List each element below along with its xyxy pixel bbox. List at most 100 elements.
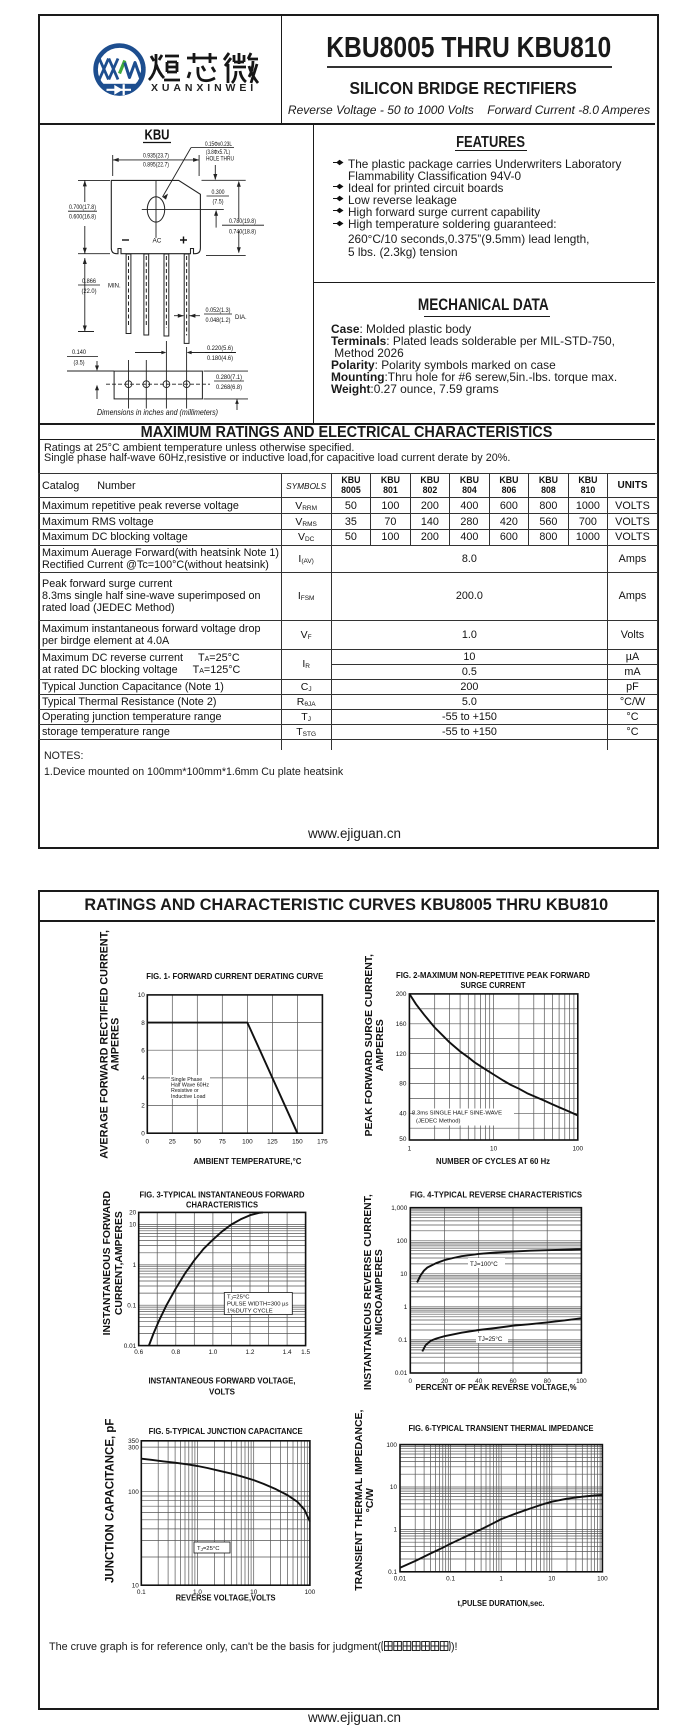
svg-text:0.268(6.8): 0.268(6.8): [216, 384, 242, 391]
svg-text:TJ=25°C: TJ=25°C: [478, 1336, 503, 1343]
svg-text:0.6: 0.6: [134, 1349, 143, 1356]
svg-text:FIG. 3-TYPICAL INSTANTANEOUS F: FIG. 3-TYPICAL INSTANTANEOUS FORWARD: [140, 1190, 305, 1200]
svg-text:0.700(17.8): 0.700(17.8): [69, 204, 96, 211]
svg-text:50: 50: [194, 1139, 202, 1146]
svg-text:0.600(16.8): 0.600(16.8): [69, 214, 96, 221]
svg-text:(7.5): (7.5): [213, 199, 224, 206]
svg-text:1%DUTY CYCLE: 1%DUTY CYCLE: [227, 1309, 273, 1315]
svg-text:0.300: 0.300: [212, 189, 225, 196]
svg-text:1: 1: [404, 1304, 408, 1311]
svg-text:40: 40: [475, 1378, 483, 1385]
svg-text:25: 25: [169, 1139, 177, 1146]
svg-text:0.935(23.7): 0.935(23.7): [143, 153, 169, 160]
svg-text:0.180(4.6): 0.180(4.6): [207, 355, 233, 362]
svg-text:10: 10: [390, 1484, 398, 1491]
svg-text:PULSE WIDTH=300 µs: PULSE WIDTH=300 µs: [227, 1302, 289, 1308]
svg-text:100: 100: [576, 1378, 587, 1385]
svg-text:FIG. 5-TYPICAL JUNCTION CAPACI: FIG. 5-TYPICAL JUNCTION CAPACITANCE: [149, 1426, 303, 1436]
svg-text:0.01: 0.01: [124, 1343, 137, 1350]
svg-text:0: 0: [146, 1139, 150, 1146]
svg-text:6: 6: [141, 1047, 145, 1054]
svg-text:INSTANTANEOUS FORWARD VOLTAGE,: INSTANTANEOUS FORWARD VOLTAGE,: [149, 1376, 296, 1386]
svg-text:4: 4: [141, 1075, 145, 1082]
svg-text:125: 125: [267, 1139, 278, 1146]
svg-text:120: 120: [396, 1051, 407, 1058]
svg-text:100: 100: [597, 1576, 608, 1583]
svg-text:0.1: 0.1: [446, 1576, 455, 1583]
svg-text:NUMBER OF CYCLES AT 60 Hz: NUMBER OF CYCLES AT 60 Hz: [436, 1156, 550, 1166]
svg-text:t,PULSE DURATION,sec.: t,PULSE DURATION,sec.: [458, 1598, 545, 1608]
svg-text:50: 50: [399, 1136, 407, 1143]
svg-text:1: 1: [408, 1146, 412, 1153]
svg-text:10: 10: [548, 1576, 556, 1583]
svg-text:TJ=25°C: TJ=25°C: [227, 1295, 250, 1301]
svg-text:Inductive Load: Inductive Load: [171, 1094, 206, 1100]
svg-text:0.1: 0.1: [388, 1569, 397, 1576]
svg-text:(3.8Φx5.7L): (3.8Φx5.7L): [206, 149, 230, 156]
svg-text:100: 100: [128, 1489, 139, 1496]
svg-text:100: 100: [572, 1146, 583, 1153]
svg-text:AMBIENT TEMPERATURE,°C: AMBIENT TEMPERATURE,°C: [193, 1156, 301, 1166]
svg-text:1: 1: [133, 1262, 137, 1269]
svg-text:Single Phase: Single Phase: [171, 1077, 202, 1083]
svg-text:Resistive or: Resistive or: [171, 1088, 199, 1094]
svg-text:10: 10: [250, 1589, 258, 1596]
svg-text:350: 350: [128, 1438, 139, 1445]
svg-text:(22.0): (22.0): [82, 288, 97, 295]
svg-text:100: 100: [386, 1442, 397, 1449]
svg-text:75: 75: [219, 1139, 227, 1146]
svg-text:AC: AC: [153, 238, 162, 245]
svg-text:100: 100: [305, 1589, 316, 1596]
svg-text:100: 100: [397, 1238, 408, 1245]
svg-text:40: 40: [399, 1111, 407, 1118]
svg-text:10: 10: [132, 1582, 140, 1589]
svg-text:0.1: 0.1: [398, 1337, 407, 1344]
svg-text:Dimensions in inches and (mill: Dimensions in inches and (millimeters): [97, 407, 218, 417]
svg-text:0.780(19.8): 0.780(19.8): [229, 218, 256, 225]
svg-text:(3.5): (3.5): [74, 360, 85, 367]
svg-text:0.052(1.3): 0.052(1.3): [206, 307, 231, 314]
svg-text:8.3ms SINGLE HALF SINE-WAVE: 8.3ms SINGLE HALF SINE-WAVE: [412, 1111, 502, 1117]
svg-text:FIG. 6-TYPICAL TRANSIENT THERM: FIG. 6-TYPICAL TRANSIENT THERMAL IMPEDAN…: [409, 1423, 594, 1433]
svg-text:160: 160: [396, 1021, 407, 1028]
svg-text:1.2: 1.2: [246, 1349, 255, 1356]
svg-text:HOLE THRU: HOLE THRU: [206, 155, 234, 162]
svg-text:FIG. 4-TYPICAL REVERSE CHARACT: FIG. 4-TYPICAL REVERSE CHARACTERISTICS: [410, 1190, 582, 1200]
svg-text:2: 2: [141, 1103, 145, 1110]
svg-text:0: 0: [141, 1130, 145, 1137]
svg-text:SURGE CURRENT: SURGE CURRENT: [461, 980, 526, 990]
svg-text:FIG. 2-MAXIMUM NON-REPETITIVE: FIG. 2-MAXIMUM NON-REPETITIVE PEAK FORWA…: [396, 970, 590, 980]
svg-text:10: 10: [138, 992, 146, 999]
svg-text:MIN.: MIN.: [108, 284, 121, 290]
svg-text:VOLTS: VOLTS: [209, 1387, 235, 1397]
svg-text:60: 60: [509, 1378, 517, 1385]
svg-text:1.0: 1.0: [208, 1349, 217, 1356]
svg-text:0.740(18.8): 0.740(18.8): [229, 229, 256, 236]
svg-text:0.15Φx0.23L: 0.15Φx0.23L: [205, 141, 232, 148]
svg-text:Half Wave 60Hz: Half Wave 60Hz: [171, 1083, 209, 1089]
svg-text:1,000: 1,000: [391, 1205, 407, 1212]
svg-text:TJ=25°C: TJ=25°C: [197, 1546, 220, 1552]
svg-text:0.01: 0.01: [395, 1370, 408, 1377]
svg-text:1: 1: [499, 1576, 503, 1583]
svg-text:10: 10: [129, 1222, 137, 1229]
svg-text:0.140: 0.140: [72, 349, 87, 356]
svg-text:0.01: 0.01: [394, 1576, 407, 1583]
svg-text:CHARACTERISTICS: CHARACTERISTICS: [186, 1200, 258, 1210]
svg-text:0.8: 0.8: [171, 1349, 180, 1356]
svg-text:0.280(7.1): 0.280(7.1): [216, 374, 242, 381]
svg-text:80: 80: [544, 1378, 552, 1385]
svg-text:0.220(5.6): 0.220(5.6): [207, 345, 233, 352]
svg-text:100: 100: [242, 1139, 253, 1146]
svg-text:TJ=100°C: TJ=100°C: [470, 1261, 498, 1268]
svg-text:0.048(1.2): 0.048(1.2): [206, 317, 231, 324]
svg-text:0.866: 0.866: [82, 278, 97, 285]
svg-text:1.5: 1.5: [301, 1349, 310, 1356]
svg-text:0.1: 0.1: [127, 1302, 136, 1309]
svg-text:1.4: 1.4: [283, 1349, 292, 1356]
svg-text:80: 80: [399, 1081, 407, 1088]
svg-text:300: 300: [128, 1444, 139, 1451]
svg-text:1.0: 1.0: [193, 1589, 202, 1596]
svg-text:200: 200: [396, 991, 407, 998]
svg-text:KBU: KBU: [145, 128, 170, 144]
